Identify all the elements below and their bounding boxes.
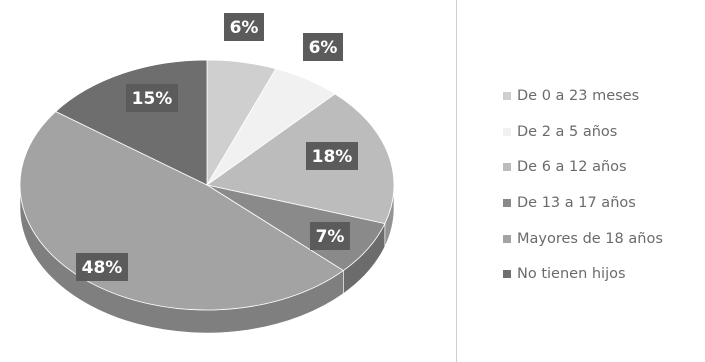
slice-label-box xyxy=(310,222,350,250)
slice-label-text: 6% xyxy=(230,18,259,38)
legend-swatch xyxy=(503,163,511,172)
slice-label-text: 48% xyxy=(82,258,123,278)
slice-label-box xyxy=(224,13,264,41)
slice-label-box xyxy=(303,33,343,61)
slice-label-2: 6% xyxy=(303,33,343,61)
legend-item-6: No tienen hijos xyxy=(503,256,663,292)
legend-label: De 13 a 17 años xyxy=(517,194,636,211)
slice-label-1: 6% xyxy=(224,13,264,41)
slice-label-3: 18% xyxy=(306,142,358,170)
slice-label-text: 18% xyxy=(312,147,353,167)
legend-item-3: De 6 a 12 años xyxy=(503,149,663,185)
legend-label: De 2 a 5 años xyxy=(517,123,618,140)
legend-label: De 0 a 23 meses xyxy=(517,87,640,104)
legend-swatch xyxy=(503,127,511,136)
legend-item-5: Mayores de 18 años xyxy=(503,221,663,257)
slice-label-box xyxy=(76,253,128,281)
slice-label-5: 48% xyxy=(76,253,128,281)
slice-label-box xyxy=(306,142,358,170)
legend-divider xyxy=(456,0,457,362)
legend-swatch xyxy=(503,91,511,100)
legend-swatch xyxy=(503,198,511,207)
slice-label-4: 7% xyxy=(310,222,350,250)
legend-label: No tienen hijos xyxy=(517,266,626,283)
legend-swatch xyxy=(503,234,511,243)
legend-label: De 6 a 12 años xyxy=(517,159,627,176)
legend-item-1: De 0 a 23 meses xyxy=(503,78,663,114)
legend-swatch xyxy=(503,270,511,279)
slice-label-text: 15% xyxy=(132,89,173,109)
pie-slice-3 xyxy=(206,93,395,225)
slice-labels: 6% 6% 18% 7% 48% 15% xyxy=(76,13,358,281)
legend-item-4: De 13 a 17 años xyxy=(503,185,663,221)
legend-item-2: De 2 a 5 años xyxy=(503,114,663,150)
slice-label-text: 7% xyxy=(316,227,345,247)
chart-legend: De 0 a 23 meses De 2 a 5 años De 6 a 12 añ… xyxy=(503,78,663,292)
slice-label-6: 15% xyxy=(126,84,178,112)
slice-label-text: 6% xyxy=(309,38,338,58)
slice-label-box xyxy=(126,84,178,112)
legend-label: Mayores de 18 años xyxy=(517,230,663,247)
